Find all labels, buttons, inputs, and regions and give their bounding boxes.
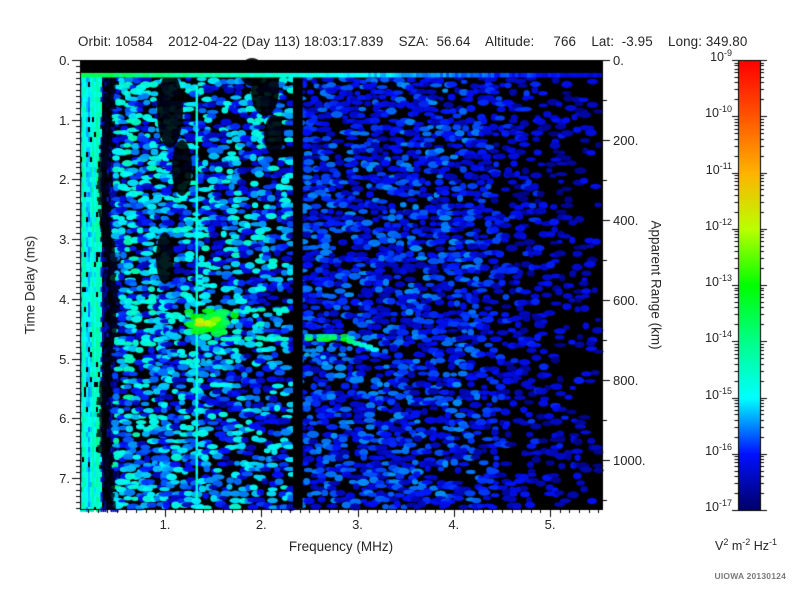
x-axis-title: Frequency (MHz) — [288, 539, 394, 554]
y2-axis-title: Apparent Range (km) — [648, 220, 664, 350]
y-axis-title: Time Delay (ms) — [22, 235, 38, 335]
credit-label: UIOWA 20130124 — [714, 571, 786, 581]
header-info: Orbit: 10584 2012-04-22 (Day 113) 18:03:… — [78, 34, 748, 49]
colorbar-unit-label: V2 m-2 Hz-1 — [714, 536, 778, 553]
